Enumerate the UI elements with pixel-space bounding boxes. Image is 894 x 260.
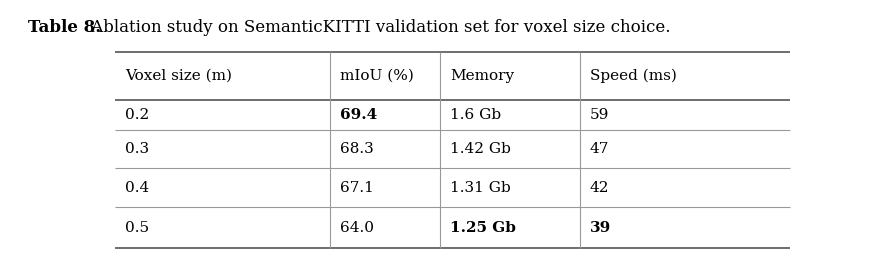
Text: Memory: Memory — [450, 69, 513, 83]
Text: 0.3: 0.3 — [125, 142, 149, 156]
Text: 0.4: 0.4 — [125, 180, 149, 194]
Text: 1.6 Gb: 1.6 Gb — [450, 108, 501, 122]
Text: Speed (ms): Speed (ms) — [589, 69, 676, 83]
Text: 0.5: 0.5 — [125, 220, 149, 235]
Text: 1.42 Gb: 1.42 Gb — [450, 142, 510, 156]
Text: Voxel size (m): Voxel size (m) — [125, 69, 232, 83]
Text: mIoU (%): mIoU (%) — [340, 69, 413, 83]
Text: Table 8.: Table 8. — [28, 20, 101, 36]
Text: Ablation study on SemanticKITTI validation set for voxel size choice.: Ablation study on SemanticKITTI validati… — [86, 20, 670, 36]
Text: 69.4: 69.4 — [340, 108, 377, 122]
Text: 0.2: 0.2 — [125, 108, 149, 122]
Text: 42: 42 — [589, 180, 609, 194]
Text: 47: 47 — [589, 142, 609, 156]
Text: 67.1: 67.1 — [340, 180, 374, 194]
Text: 64.0: 64.0 — [340, 220, 374, 235]
Text: 59: 59 — [589, 108, 609, 122]
Text: 1.25 Gb: 1.25 Gb — [450, 220, 515, 235]
Text: 1.31 Gb: 1.31 Gb — [450, 180, 510, 194]
Text: 68.3: 68.3 — [340, 142, 374, 156]
Text: 39: 39 — [589, 220, 611, 235]
